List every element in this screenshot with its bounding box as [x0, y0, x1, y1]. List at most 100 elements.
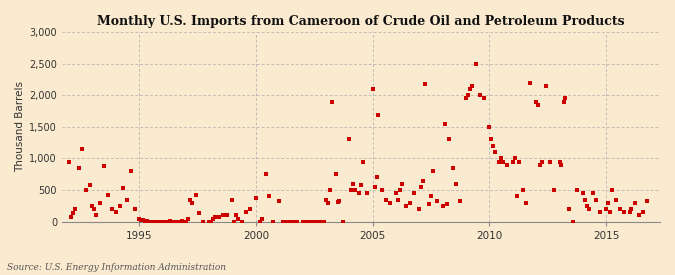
- Point: [299, 219, 310, 224]
- Point: [204, 219, 215, 224]
- Point: [385, 200, 396, 205]
- Point: [163, 219, 173, 224]
- Point: [373, 113, 384, 118]
- Point: [361, 191, 372, 196]
- Point: [591, 197, 602, 202]
- Point: [427, 169, 438, 173]
- Point: [451, 182, 462, 186]
- Point: [153, 219, 164, 224]
- Point: [103, 193, 113, 197]
- Point: [159, 219, 169, 224]
- Title: Monthly U.S. Imports from Cameroon of Crude Oil and Petroleum Products: Monthly U.S. Imports from Cameroon of Cr…: [97, 15, 625, 28]
- Point: [426, 194, 437, 199]
- Point: [279, 219, 290, 224]
- Point: [147, 219, 158, 224]
- Point: [595, 210, 606, 214]
- Point: [564, 207, 574, 211]
- Point: [470, 61, 481, 66]
- Point: [317, 219, 327, 224]
- Point: [495, 156, 506, 161]
- Point: [182, 216, 193, 221]
- Point: [81, 188, 92, 192]
- Point: [88, 207, 99, 211]
- Point: [587, 191, 598, 196]
- Point: [391, 191, 402, 196]
- Point: [464, 87, 475, 91]
- Point: [509, 156, 520, 161]
- Point: [369, 185, 380, 189]
- Point: [494, 160, 505, 164]
- Point: [198, 219, 209, 224]
- Point: [400, 204, 411, 208]
- Point: [85, 183, 96, 187]
- Point: [321, 197, 331, 202]
- Point: [517, 188, 528, 192]
- Point: [237, 219, 248, 224]
- Point: [424, 202, 435, 206]
- Point: [315, 219, 325, 224]
- Point: [358, 160, 369, 164]
- Point: [231, 213, 242, 218]
- Point: [348, 182, 358, 186]
- Point: [478, 96, 489, 101]
- Point: [578, 191, 589, 196]
- Point: [614, 207, 625, 211]
- Point: [521, 200, 532, 205]
- Point: [350, 188, 360, 192]
- Point: [508, 160, 518, 164]
- Point: [227, 197, 238, 202]
- Point: [601, 207, 612, 211]
- Point: [533, 103, 543, 107]
- Point: [325, 188, 335, 192]
- Point: [583, 207, 594, 211]
- Point: [525, 80, 536, 85]
- Point: [334, 199, 345, 203]
- Point: [149, 219, 160, 224]
- Point: [484, 125, 495, 129]
- Point: [250, 196, 261, 200]
- Point: [395, 188, 406, 192]
- Point: [537, 160, 547, 164]
- Point: [439, 122, 450, 126]
- Point: [190, 193, 201, 197]
- Point: [541, 84, 551, 88]
- Point: [431, 199, 442, 204]
- Point: [143, 219, 154, 224]
- Point: [486, 137, 497, 142]
- Point: [544, 160, 555, 164]
- Point: [233, 216, 244, 221]
- Y-axis label: Thousand Barrels: Thousand Barrels: [15, 81, 25, 172]
- Point: [307, 219, 318, 224]
- Point: [171, 219, 182, 224]
- Point: [138, 218, 148, 222]
- Point: [618, 210, 629, 214]
- Point: [490, 150, 501, 154]
- Point: [70, 207, 80, 211]
- Point: [134, 216, 144, 221]
- Point: [418, 178, 429, 183]
- Point: [630, 200, 641, 205]
- Point: [303, 219, 314, 224]
- Point: [310, 219, 321, 224]
- Point: [607, 188, 618, 192]
- Point: [356, 183, 367, 187]
- Point: [642, 199, 653, 204]
- Point: [535, 163, 545, 167]
- Point: [420, 82, 431, 86]
- Point: [344, 137, 354, 142]
- Point: [136, 218, 146, 223]
- Point: [184, 197, 195, 202]
- Point: [284, 219, 294, 224]
- Point: [106, 207, 117, 211]
- Point: [466, 84, 477, 88]
- Point: [297, 219, 308, 224]
- Point: [611, 197, 622, 202]
- Point: [178, 219, 189, 224]
- Point: [292, 219, 302, 224]
- Point: [91, 213, 102, 218]
- Point: [167, 219, 178, 224]
- Point: [513, 160, 524, 164]
- Point: [244, 207, 255, 211]
- Point: [165, 219, 176, 224]
- Point: [118, 185, 129, 190]
